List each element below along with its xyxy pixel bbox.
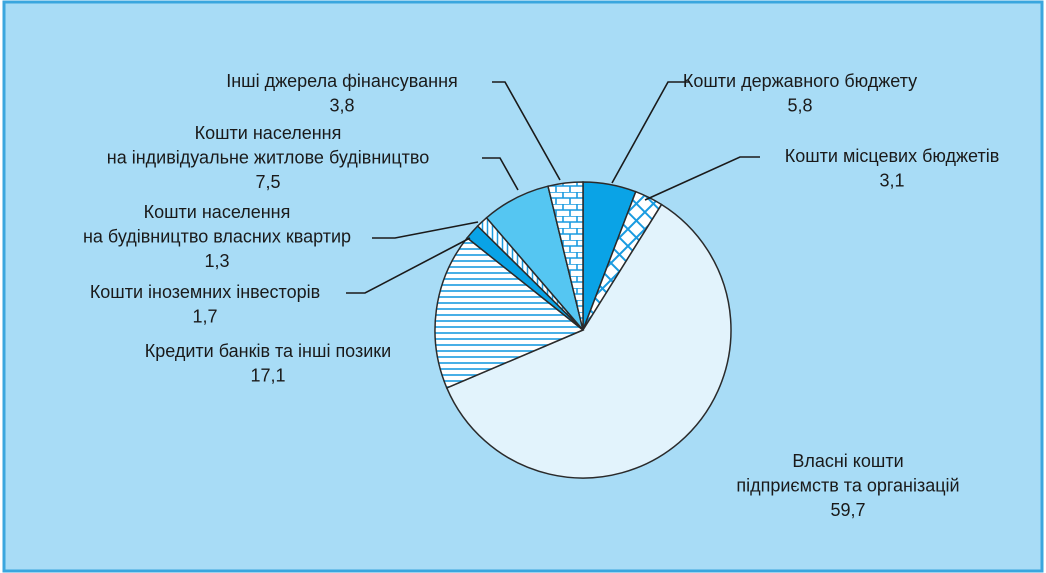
slice-label: Кошти державного бюджету [683, 71, 917, 91]
slice-label: Інші джерела фінансування [226, 71, 458, 91]
value-label: 3,1 [879, 170, 904, 190]
slice-label: Кошти населення на індивідуальне житлове … [107, 123, 430, 168]
value-label: 7,5 [255, 172, 280, 192]
slice-label: Кошти населення на будівництво власних кв… [83, 202, 351, 247]
slice-label: Кошти місцевих бюджетів [785, 146, 1000, 166]
value-label: 3,8 [329, 95, 354, 115]
leader-line [644, 156, 760, 201]
slice-label: Кредити банків та інші позики [145, 341, 391, 361]
pie-slice [434, 236, 585, 389]
value-label: 5,8 [787, 95, 812, 115]
leader-line [372, 221, 479, 239]
value-label: 17,1 [250, 365, 285, 385]
value-label: 1,3 [204, 251, 229, 271]
leader-line [346, 237, 471, 294]
leader-line [482, 157, 519, 191]
value-label: 59,7 [830, 500, 865, 520]
value-label: 1,7 [192, 306, 217, 326]
pie-slice [547, 181, 584, 331]
slice-label: Кошти іноземних інвесторів [90, 282, 320, 302]
leader-line [492, 81, 561, 181]
pie-slice [445, 203, 732, 479]
slice-label: Власні кошти підприємств та організацій [736, 451, 959, 496]
leader-line [611, 81, 690, 184]
